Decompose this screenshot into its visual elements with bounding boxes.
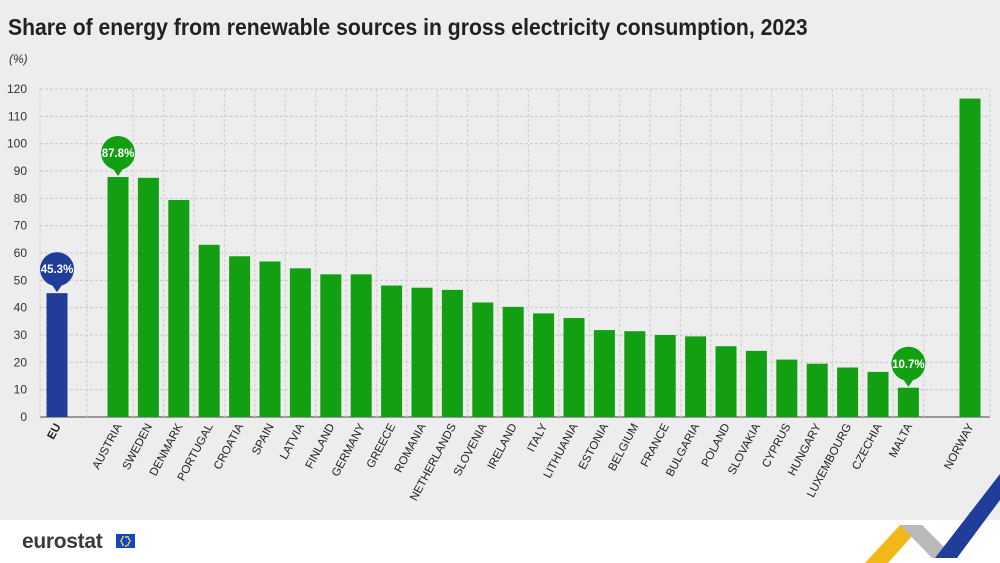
y-tick-label: 20	[14, 355, 28, 369]
bar-czechia	[867, 371, 889, 417]
flag-star	[128, 542, 131, 545]
bar-belgium	[624, 331, 646, 417]
x-tick-label: GREECE	[365, 421, 399, 470]
bar-romania	[411, 287, 433, 417]
x-tick-label: IRELAND	[486, 422, 520, 472]
callout-bubble	[101, 136, 135, 171]
y-tick-label: 60	[14, 246, 28, 260]
bar-slovenia	[472, 302, 494, 417]
y-tick-label: 70	[14, 219, 28, 233]
y-tick-label: 80	[14, 191, 28, 205]
x-tick-label: ITALY	[525, 421, 550, 454]
x-tick-label: AUSTRIA	[91, 421, 125, 471]
y-tick-label: 0	[20, 410, 27, 424]
bar-latvia	[289, 268, 311, 417]
x-tick-label: NORWAY	[942, 421, 976, 471]
callout-bubble	[891, 346, 926, 381]
bar-finland	[320, 274, 342, 417]
flag-star	[120, 542, 123, 545]
bar-greece	[381, 285, 403, 417]
flag-star	[126, 536, 129, 539]
corner-decoration-icon	[865, 474, 1000, 563]
bar-bulgaria	[685, 336, 707, 417]
bar-portugal	[198, 244, 220, 417]
bar-spain	[259, 261, 281, 417]
y-tick-label: 120	[7, 82, 27, 96]
x-tick-label: BELGIUM	[607, 422, 642, 473]
bar-hungary	[806, 363, 828, 417]
x-tick-label: SLOVAKIA	[726, 421, 763, 476]
bar-germany	[350, 274, 372, 417]
bar-luxembourg	[837, 367, 859, 417]
bar-ireland	[502, 306, 524, 417]
x-tick-label: MALTA	[887, 421, 915, 459]
flag-star	[126, 543, 129, 546]
x-tick-label: CYPRUS	[760, 421, 793, 469]
bar-eu	[46, 293, 68, 417]
flag-star	[124, 544, 127, 547]
bar-cyprus	[776, 359, 798, 417]
x-tick-label: EU	[46, 422, 64, 442]
y-axis-unit: (%)	[9, 52, 28, 66]
bar-estonia	[593, 330, 615, 417]
bar-malta	[897, 387, 919, 417]
footer	[0, 520, 1000, 563]
bar-denmark	[168, 199, 190, 417]
x-tick-label: CZECHIA	[850, 421, 884, 471]
callout-bubble	[40, 252, 74, 287]
data-label: 45.3%	[41, 264, 74, 276]
flag-star	[124, 535, 127, 538]
y-tick-label: 110	[8, 109, 27, 123]
x-tick-label: CROATIA	[212, 421, 246, 471]
bar-poland	[715, 346, 737, 417]
bar-norway	[959, 98, 981, 418]
flag-star	[120, 537, 123, 540]
bar-italy	[533, 313, 555, 417]
y-tick-label: 30	[14, 328, 28, 342]
y-tick-label: 40	[14, 301, 28, 315]
x-tick-label: POLAND	[700, 422, 733, 469]
data-label: 10.7%	[892, 359, 925, 371]
bar-austria	[107, 177, 129, 417]
flag-star	[122, 536, 125, 539]
data-label: 87.8%	[102, 148, 135, 160]
flag-star	[129, 540, 131, 542]
flag-star	[120, 540, 122, 542]
y-tick-label: 50	[14, 273, 28, 287]
x-tick-label: FRANCE	[639, 421, 672, 469]
eurostat-logo: eurostat	[22, 530, 103, 553]
chart-title: Share of energy from renewable sources i…	[8, 14, 808, 40]
x-tick-label: FINLAND	[304, 422, 338, 471]
x-tick-label: ESTONIA	[577, 421, 611, 471]
y-tick-label: 10	[14, 383, 28, 397]
flag-star	[128, 537, 131, 540]
flag-star	[122, 543, 125, 546]
y-tick-label: 100	[7, 137, 27, 151]
bar-sweden	[137, 177, 159, 417]
bar-croatia	[229, 256, 251, 417]
x-tick-label: LATVIA	[278, 421, 307, 461]
bar-lithuania	[563, 318, 585, 417]
y-tick-label: 90	[14, 164, 28, 178]
bar-chart: 0 10 20 30 40 50 60 70 80 90 100 110 120 EU AUSTRIASWE…	[7, 82, 991, 503]
eu-flag-icon	[116, 534, 135, 548]
x-tick-label: SWEDEN	[121, 422, 155, 472]
bar-slovakia	[745, 350, 767, 417]
bar-netherlands	[441, 289, 463, 417]
x-tick-label: SPAIN	[250, 422, 276, 457]
bar-france	[654, 335, 676, 417]
